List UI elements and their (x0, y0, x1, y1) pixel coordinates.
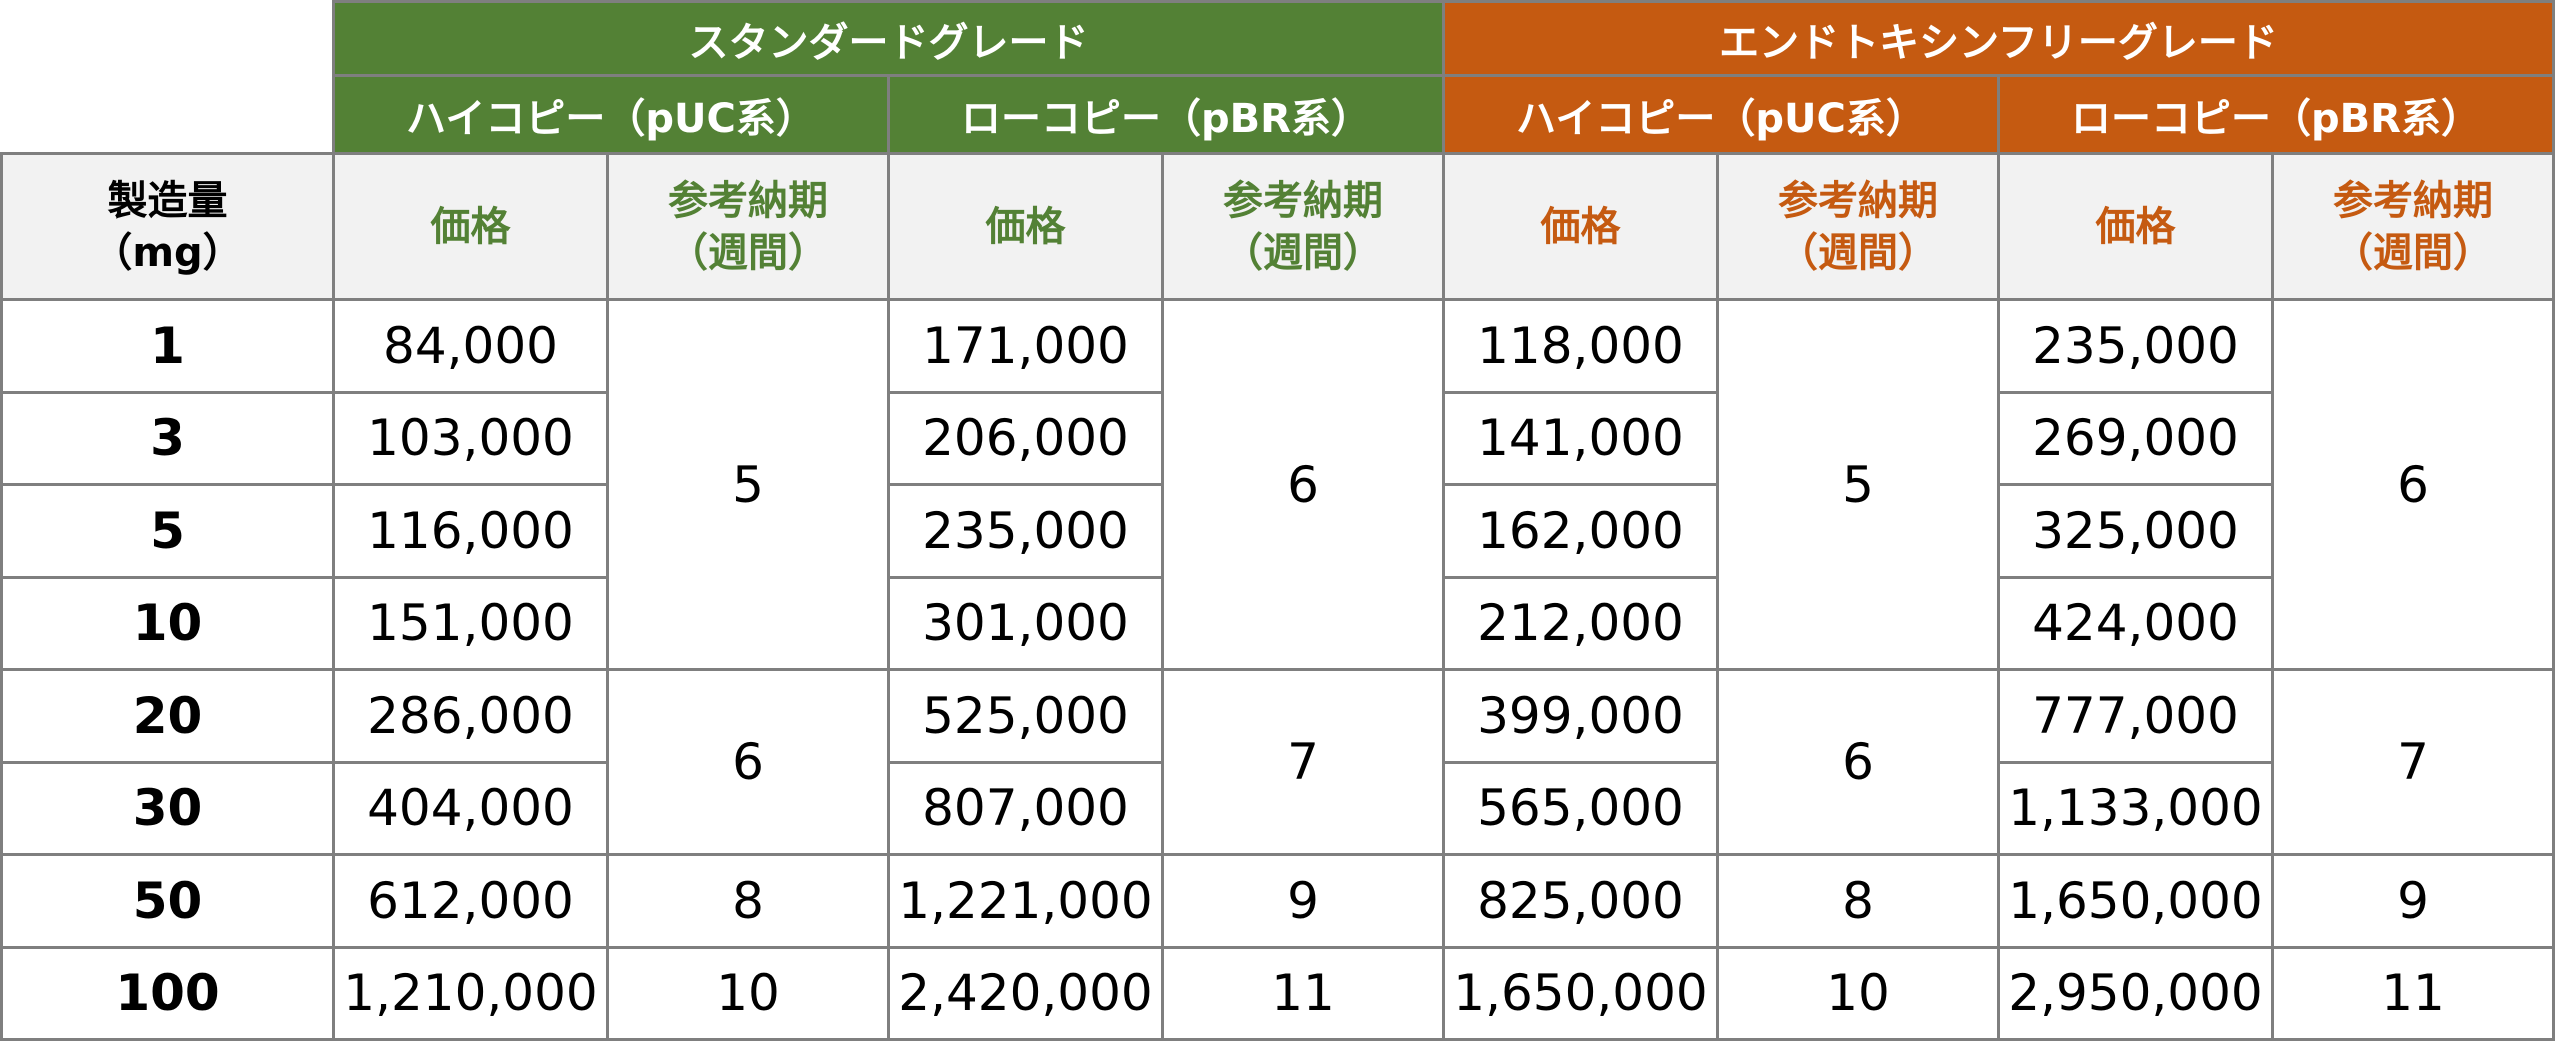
lead-header-line1: 参考納期 (668, 177, 828, 224)
lead-time-cell: 8 (1716, 853, 2000, 949)
lead-header-line2: （週間） (1223, 229, 1383, 276)
price-cell: 2,950,000 (1997, 945, 2274, 1041)
quantity-cell: 50 (0, 853, 335, 949)
lead-header-line1: 参考納期 (1223, 177, 1383, 224)
quantity-header-line1: 製造量 (107, 177, 228, 224)
price-cell: 141,000 (1442, 390, 1719, 486)
std-puc-price-header: 価格 (332, 152, 609, 301)
standard-grade-header: スタンダードグレード (332, 0, 1445, 77)
lead-time-cell: 9 (1161, 853, 1445, 949)
price-cell: 151,000 (332, 575, 609, 671)
lead-header-line2: （週間） (1778, 229, 1938, 276)
price-table: スタンダードグレード エンドトキシンフリーグレード ハイコピー（pUC系） ロー… (0, 0, 2555, 1041)
price-cell: 286,000 (332, 668, 609, 764)
price-cell: 301,000 (887, 575, 1164, 671)
price-cell: 1,221,000 (887, 853, 1164, 949)
lead-time-cell: 10 (606, 945, 890, 1041)
price-cell: 807,000 (887, 760, 1164, 856)
table-row: 20 286,000 6 525,000 7 399,000 6 777,000… (0, 668, 2555, 856)
lead-time-cell: 10 (1716, 945, 2000, 1041)
lead-time-cell: 6 (606, 668, 890, 856)
edf-high-copy-header: ハイコピー（pUC系） (1442, 74, 2000, 155)
lead-header-line1: 参考納期 (2333, 177, 2493, 224)
quantity-cell: 10 (0, 575, 335, 671)
lead-time-cell: 5 (1716, 298, 2000, 671)
edf-low-copy-header: ローコピー（pBR系） (1997, 74, 2555, 155)
price-cell: 235,000 (887, 483, 1164, 579)
lead-time-cell: 6 (1716, 668, 2000, 856)
price-cell: 269,000 (1997, 390, 2274, 486)
price-cell: 171,000 (887, 298, 1164, 394)
table-row: 5 116,000 235,000 162,000 325,000 (0, 483, 2554, 579)
table-row: 3 103,000 206,000 141,000 269,000 (0, 390, 2554, 486)
lead-time-cell: 5 (606, 298, 890, 671)
column-header-row: 製造量 （mg） 価格 参考納期 （週間） 価格 参考納期 （週間） 価格 参考… (0, 152, 2555, 301)
quantity-cell: 30 (0, 760, 335, 856)
table-row: 50 612,000 8 1,221,000 9 825,000 8 1,650… (0, 853, 2555, 949)
copy-type-header-row: ハイコピー（pUC系） ローコピー（pBR系） ハイコピー（pUC系） ローコピ… (2, 74, 2555, 155)
corner-blank (1, 1, 334, 154)
price-cell: 212,000 (1442, 575, 1719, 671)
lead-time-cell: 11 (1161, 945, 1445, 1041)
price-cell: 424,000 (1997, 575, 2274, 671)
lead-time-cell: 7 (1161, 668, 1445, 856)
lead-time-cell: 8 (606, 853, 890, 949)
std-pbr-lead-header: 参考納期 （週間） (1161, 152, 1445, 301)
grade-header-row: スタンダードグレード エンドトキシンフリーグレード (1, 0, 2555, 154)
price-cell: 1,133,000 (1997, 760, 2274, 856)
edf-puc-price-header: 価格 (1442, 152, 1719, 301)
price-cell: 525,000 (887, 668, 1164, 764)
lead-time-cell: 11 (2271, 945, 2555, 1041)
quantity-header-line2: （mg） (92, 229, 243, 276)
price-cell: 565,000 (1442, 760, 1719, 856)
lead-time-cell: 7 (2271, 668, 2555, 856)
lead-header-line2: （週間） (668, 229, 828, 276)
price-cell: 399,000 (1442, 668, 1719, 764)
quantity-cell: 3 (0, 390, 335, 486)
table-row: 100 1,210,000 10 2,420,000 11 1,650,000 … (0, 945, 2555, 1041)
quantity-cell: 100 (0, 945, 335, 1041)
price-cell: 116,000 (332, 483, 609, 579)
price-cell: 777,000 (1997, 668, 2274, 764)
price-cell: 84,000 (332, 298, 609, 394)
quantity-cell: 1 (0, 298, 335, 394)
price-cell: 404,000 (332, 760, 609, 856)
price-cell: 118,000 (1442, 298, 1719, 394)
edf-pbr-lead-header: 参考納期 （週間） (2271, 152, 2555, 301)
price-cell: 235,000 (1997, 298, 2274, 394)
quantity-cell: 5 (0, 483, 335, 579)
lead-time-cell: 6 (2271, 298, 2555, 671)
price-cell: 103,000 (332, 390, 609, 486)
quantity-cell: 20 (0, 668, 335, 764)
price-cell: 825,000 (1442, 853, 1719, 949)
quantity-column-header: 製造量 （mg） (0, 152, 335, 301)
std-low-copy-header: ローコピー（pBR系） (887, 74, 1445, 155)
lead-time-cell: 6 (1161, 298, 1445, 671)
table-row: 10 151,000 301,000 212,000 424,000 (0, 575, 2554, 671)
price-cell: 1,650,000 (1442, 945, 1719, 1041)
price-cell: 162,000 (1442, 483, 1719, 579)
lead-header-line1: 参考納期 (1778, 177, 1938, 224)
price-cell: 206,000 (887, 390, 1164, 486)
price-cell: 2,420,000 (887, 945, 1164, 1041)
std-puc-lead-header: 参考納期 （週間） (606, 152, 890, 301)
edf-puc-lead-header: 参考納期 （週間） (1716, 152, 2000, 301)
table-row: 30 404,000 807,000 565,000 1,133,000 (0, 760, 2554, 856)
price-cell: 1,650,000 (1997, 853, 2274, 949)
table-row: 1 84,000 5 171,000 6 118,000 5 235,000 6 (0, 298, 2555, 671)
endotoxin-free-grade-header: エンドトキシンフリーグレード (1442, 0, 2555, 77)
std-pbr-price-header: 価格 (887, 152, 1164, 301)
lead-time-cell: 9 (2271, 853, 2555, 949)
price-cell: 612,000 (332, 853, 609, 949)
price-cell: 325,000 (1997, 483, 2274, 579)
price-cell: 1,210,000 (332, 945, 609, 1041)
edf-pbr-price-header: 価格 (1997, 152, 2274, 301)
lead-header-line2: （週間） (2333, 229, 2493, 276)
std-high-copy-header: ハイコピー（pUC系） (332, 74, 890, 155)
